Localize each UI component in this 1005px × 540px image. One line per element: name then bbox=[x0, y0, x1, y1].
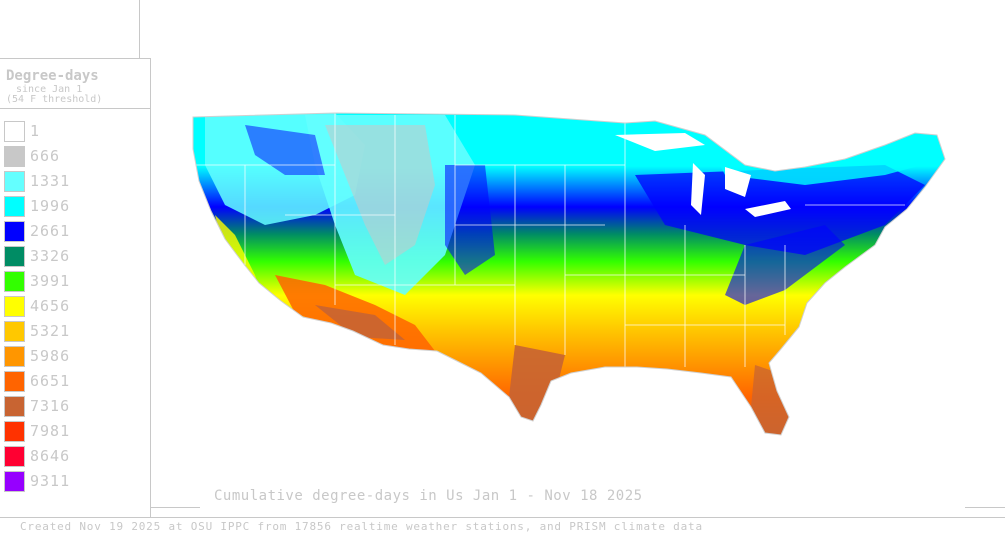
legend-label: 7981 bbox=[30, 422, 71, 440]
south-texas-region bbox=[509, 345, 565, 421]
legend-label: 5986 bbox=[30, 347, 71, 365]
lake-huron bbox=[725, 167, 751, 197]
legend-label: 1331 bbox=[30, 172, 71, 190]
legend-swatch bbox=[4, 371, 25, 392]
legend-label: 9311 bbox=[30, 472, 71, 490]
legend-swatch bbox=[4, 146, 25, 167]
lake-michigan bbox=[691, 163, 705, 215]
cascades-region bbox=[245, 125, 325, 175]
high-elevation-region bbox=[325, 125, 435, 265]
lake-erie bbox=[745, 201, 791, 217]
legend-swatch bbox=[4, 421, 25, 442]
legend-swatch bbox=[4, 121, 25, 142]
frame-line-bottom-right bbox=[965, 507, 1005, 508]
us-outline bbox=[192, 112, 946, 436]
legend-label: 1 bbox=[30, 122, 41, 140]
legend-swatch bbox=[4, 296, 25, 317]
legend-label: 7316 bbox=[30, 397, 71, 415]
legend-label: 6651 bbox=[30, 372, 71, 390]
legend-subtitle-since: since Jan 1 bbox=[16, 84, 83, 95]
legend-swatch bbox=[4, 446, 25, 467]
legend-label: 8646 bbox=[30, 447, 71, 465]
legend-swatch bbox=[4, 396, 25, 417]
legend-label: 3326 bbox=[30, 247, 71, 265]
legend-label: 3991 bbox=[30, 272, 71, 290]
legend-swatch bbox=[4, 321, 25, 342]
florida-region bbox=[751, 365, 789, 435]
legend-label: 1996 bbox=[30, 197, 71, 215]
legend-label: 5321 bbox=[30, 322, 71, 340]
map-title: Cumulative degree-days in Us Jan 1 - Nov… bbox=[214, 488, 643, 504]
legend-swatch bbox=[4, 171, 25, 192]
frame-line-bottom-left bbox=[150, 507, 200, 508]
legend-label: 4656 bbox=[30, 297, 71, 315]
lake-superior bbox=[615, 133, 705, 151]
frame-line-legend-divider bbox=[0, 108, 151, 109]
frame-line-legend-top bbox=[0, 58, 151, 59]
front-range-region bbox=[445, 165, 495, 275]
legend-swatch bbox=[4, 196, 25, 217]
state-borders bbox=[193, 113, 905, 367]
legend-label: 2661 bbox=[30, 222, 71, 240]
us-degree-day-map bbox=[192, 112, 946, 436]
frame-line-bottom bbox=[0, 517, 1005, 518]
sonoran-desert-region bbox=[315, 305, 405, 340]
legend-subtitle-threshold: (54 F threshold) bbox=[6, 94, 103, 105]
legend-title: Degree-days bbox=[6, 68, 99, 84]
legend-label: 666 bbox=[30, 147, 61, 165]
legend-swatch bbox=[4, 346, 25, 367]
legend-swatch bbox=[4, 221, 25, 242]
legend-swatch bbox=[4, 271, 25, 292]
credit-line: Created Nov 19 2025 at OSU IPPC from 178… bbox=[20, 520, 703, 533]
frame-line-top-left bbox=[139, 0, 140, 58]
legend-swatch bbox=[4, 246, 25, 267]
frame-line-legend-right bbox=[150, 58, 151, 518]
legend-swatch bbox=[4, 471, 25, 492]
